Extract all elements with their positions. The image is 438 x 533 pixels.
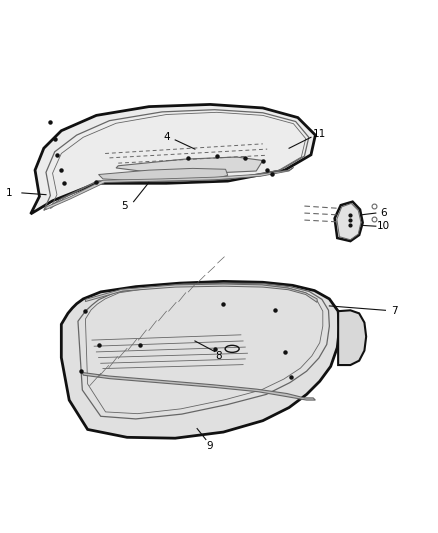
- Polygon shape: [31, 104, 315, 214]
- Polygon shape: [338, 310, 366, 365]
- Text: 4: 4: [163, 132, 170, 142]
- Text: 7: 7: [391, 306, 398, 316]
- Text: 11: 11: [313, 129, 326, 139]
- Text: 8: 8: [215, 351, 223, 361]
- Polygon shape: [335, 201, 363, 241]
- Polygon shape: [116, 157, 263, 174]
- Text: 5: 5: [121, 201, 128, 211]
- Text: 10: 10: [377, 221, 390, 231]
- Polygon shape: [82, 373, 315, 400]
- Polygon shape: [99, 168, 228, 181]
- Text: 9: 9: [206, 441, 213, 451]
- Text: 1: 1: [5, 188, 12, 198]
- Polygon shape: [85, 284, 317, 302]
- Polygon shape: [61, 281, 339, 438]
- Polygon shape: [46, 167, 293, 209]
- Text: 6: 6: [380, 208, 387, 218]
